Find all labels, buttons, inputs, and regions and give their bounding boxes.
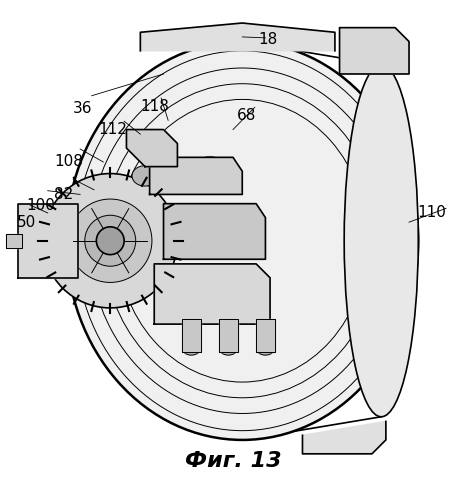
Polygon shape — [182, 320, 200, 352]
Polygon shape — [154, 264, 270, 324]
Ellipse shape — [220, 344, 237, 355]
Ellipse shape — [203, 222, 226, 246]
Polygon shape — [164, 204, 266, 260]
Text: 118: 118 — [140, 99, 169, 114]
Ellipse shape — [340, 434, 363, 450]
Polygon shape — [18, 204, 78, 278]
Polygon shape — [150, 158, 242, 194]
Ellipse shape — [44, 232, 61, 249]
Ellipse shape — [96, 227, 124, 254]
Ellipse shape — [69, 199, 152, 282]
Ellipse shape — [132, 166, 158, 186]
Text: 68: 68 — [237, 108, 257, 123]
Ellipse shape — [353, 39, 391, 62]
Polygon shape — [302, 422, 386, 454]
Text: 110: 110 — [418, 206, 446, 220]
Ellipse shape — [204, 291, 225, 311]
Ellipse shape — [85, 216, 136, 266]
Text: 100: 100 — [26, 198, 55, 214]
Ellipse shape — [197, 156, 223, 177]
Ellipse shape — [177, 291, 197, 311]
Ellipse shape — [28, 251, 44, 268]
Text: 18: 18 — [258, 32, 277, 46]
Ellipse shape — [66, 42, 418, 440]
Text: 50: 50 — [17, 214, 36, 230]
Ellipse shape — [257, 344, 274, 355]
Polygon shape — [256, 320, 274, 352]
Ellipse shape — [183, 344, 199, 355]
Text: 36: 36 — [73, 101, 92, 116]
Ellipse shape — [28, 214, 44, 230]
Polygon shape — [126, 130, 178, 166]
Ellipse shape — [43, 174, 178, 308]
Polygon shape — [140, 23, 335, 51]
Text: 108: 108 — [54, 154, 83, 170]
Text: 82: 82 — [55, 187, 74, 202]
Polygon shape — [219, 320, 238, 352]
Text: Фиг. 13: Фиг. 13 — [185, 451, 281, 471]
Polygon shape — [6, 234, 22, 247]
Text: 112: 112 — [98, 122, 127, 137]
Ellipse shape — [192, 210, 238, 257]
Ellipse shape — [344, 64, 418, 417]
Polygon shape — [340, 28, 409, 74]
Ellipse shape — [135, 136, 155, 156]
